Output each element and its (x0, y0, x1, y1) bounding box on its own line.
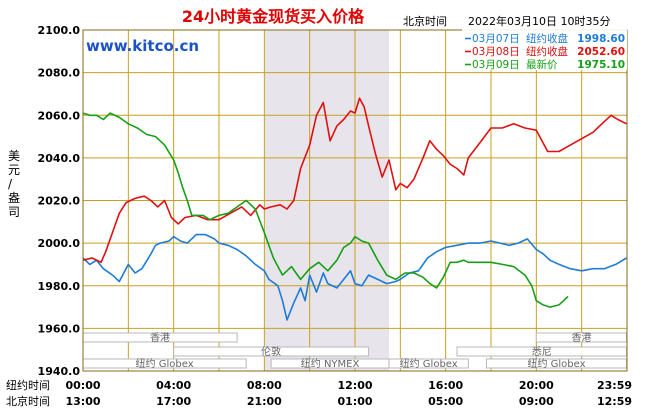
x-tick-label-ny: 16:00 (428, 379, 463, 392)
legend-date: 03月07日 (472, 33, 520, 45)
y-tick-label: 1960.0 (38, 322, 81, 335)
series-line (82, 112, 569, 308)
y-axis-label-char: 盎 (8, 191, 20, 205)
y-axis-label: 美元/盎司 (8, 149, 20, 219)
legend-value: 1998.60 (577, 33, 625, 45)
chart-title: 24小时黄金现货买入价格 (182, 7, 365, 26)
session-label: 香港 (150, 332, 170, 344)
series-line (82, 97, 627, 264)
current-datetime: 2022年03月10日 10时35分 (468, 14, 610, 28)
y-axis-label-char: 元 (8, 163, 20, 177)
legend-status: 最新价 (526, 58, 558, 71)
legend-date: 03月08日 (472, 46, 520, 58)
y-axis-tick-labels: 2100.0 2080.0 2060.0 2040.0 2020.0 2000.0 1980… (38, 24, 81, 378)
legend: 03月07日 纽约收盘 1998.60 03月08日 纽约收盘 2052.60 03月09日… (462, 29, 627, 71)
y-axis-label-char: 美 (8, 149, 20, 163)
x-tick-label-bj: 12:59 (597, 395, 632, 408)
session-label: 纽约 Globex (136, 357, 194, 370)
y-tick-label: 2060.0 (38, 109, 81, 122)
x-tick-label-ny: 23:59 (597, 379, 632, 392)
legend-status: 纽约收盘 (526, 32, 568, 45)
series-line (82, 233, 627, 321)
website-watermark: www.kitco.cn (86, 37, 199, 55)
session-label: 伦敦 (261, 345, 281, 358)
price-series (82, 97, 627, 321)
session-label: 纽约 Globex (400, 357, 458, 370)
x-tick-label-bj: 21:00 (247, 395, 282, 408)
y-tick-label: 2040.0 (38, 152, 81, 165)
time-zone-label: 北京时间 (403, 14, 447, 28)
y-tick-label: 2020.0 (38, 195, 81, 208)
y-axis-label-char: 司 (8, 205, 20, 219)
legend-status: 纽约收盘 (526, 45, 568, 58)
x-tick-label-ny: 00:00 (65, 379, 100, 392)
legend-background (462, 29, 627, 70)
x-tick-label-ny: 12:00 (337, 379, 372, 392)
y-tick-label: 2100.0 (38, 24, 81, 37)
legend-date: 03月09日 (472, 59, 520, 71)
y-tick-label: 2000.0 (38, 237, 81, 250)
x-tick-label-ny: 04:00 (156, 379, 191, 392)
grid-lines (82, 29, 628, 372)
legend-value: 2052.60 (577, 46, 625, 58)
y-axis-label-char: / (8, 177, 13, 191)
x-tick-label-ny: 08:00 (247, 379, 282, 392)
x-tick-label-bj: 09:00 (519, 395, 554, 408)
x-axis-ny-label: 纽约时间 (6, 378, 50, 392)
y-tick-label: 1940.0 (38, 365, 81, 378)
legend-value: 1975.10 (577, 59, 625, 71)
x-tick-label-bj: 13:00 (65, 395, 100, 408)
x-tick-label-ny: 20:00 (519, 379, 554, 392)
plot-border (82, 29, 628, 372)
session-label: 香港 (571, 332, 591, 344)
x-axis-bj-label: 北京时间 (6, 394, 50, 408)
session-label: 悉尼 (532, 346, 552, 358)
y-tick-label: 2080.0 (38, 67, 81, 80)
x-tick-label-bj: 01:00 (337, 395, 372, 408)
y-tick-label: 1980.0 (38, 280, 81, 293)
session-bar (173, 346, 370, 357)
session-bar (388, 358, 469, 369)
session-label: 纽约 NYMEX (301, 357, 360, 370)
x-tick-label-bj: 17:00 (156, 395, 191, 408)
x-tick-label-bj: 05:00 (428, 395, 463, 408)
x-axis-tick-labels: 00:00 13:00 04:00 17:00 08:00 21:00 12:00 01:00… (65, 379, 632, 408)
session-label: 纽约 Globex (527, 357, 585, 370)
